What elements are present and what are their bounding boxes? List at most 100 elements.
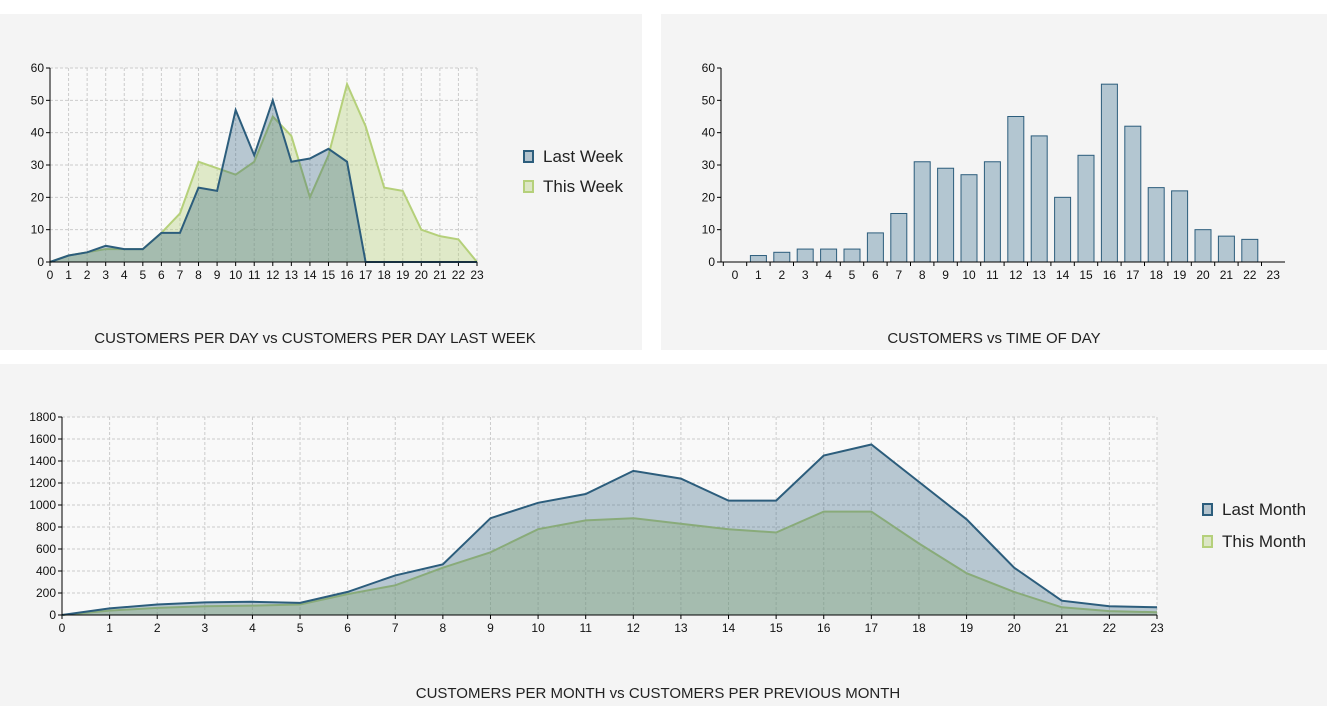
bar [937,167,955,263]
x-tick-label: 7 [392,621,399,635]
y-tick-label: 1200 [29,476,56,490]
legend-swatch [1202,503,1213,516]
x-tick-label: 9 [487,621,494,635]
y-tick-label: 600 [36,542,56,556]
bar [1194,229,1212,263]
y-tick-label: 800 [36,520,56,534]
legend-label: This Week [543,177,623,196]
legend-swatch [1202,535,1213,548]
x-tick-label: 19 [960,621,974,635]
x-tick-label: 13 [1033,268,1047,282]
x-tick-label: 19 [1173,268,1187,282]
x-tick-label: 8 [919,268,926,282]
x-tick-label: 7 [895,268,902,282]
x-tick-label: 10 [531,621,545,635]
y-tick-label: 20 [702,190,716,204]
x-tick-label: 1 [106,621,113,635]
x-tick-label: 13 [674,621,688,635]
x-tick-label: 20 [1196,268,1210,282]
legend-label: This Month [1222,532,1306,551]
x-tick-label: 12 [266,268,280,282]
legend-label: Last Month [1222,500,1306,519]
x-tick-label: 16 [340,268,354,282]
area-fill-this-month [62,511,1157,615]
x-tick-label: 16 [817,621,831,635]
x-tick-label: 16 [1103,268,1117,282]
x-tick-label: 3 [102,268,109,282]
x-tick-label: 6 [872,268,879,282]
bar [773,251,791,263]
x-tick-label: 11 [579,621,592,635]
x-tick-label: 9 [942,268,949,282]
x-tick-label: 3 [802,268,809,282]
bar [820,248,838,263]
x-tick-label: 11 [986,268,999,282]
bar [1007,116,1025,263]
x-tick-label: 0 [732,268,739,282]
x-tick-label: 8 [440,621,447,635]
x-tick-label: 0 [59,621,66,635]
x-tick-label: 9 [214,268,221,282]
bar [890,213,908,263]
y-tick-label: 400 [36,564,56,578]
x-tick-label: 23 [470,268,484,282]
x-tick-label: 18 [377,268,391,282]
x-tick-label: 22 [452,268,466,282]
legend-swatch [523,150,534,163]
x-tick-label: 6 [158,268,165,282]
chart-title-time-of-day: CUSTOMERS vs TIME OF DAY [887,330,1100,347]
bar [960,174,978,263]
chart-title-weekly: CUSTOMERS PER DAY vs CUSTOMERS PER DAY L… [94,330,536,347]
chart-title-monthly: CUSTOMERS PER MONTH vs CUSTOMERS PER PRE… [416,685,901,702]
bar [1030,135,1048,263]
area-fill-this-week [50,84,477,263]
y-tick-label: 1000 [29,498,56,512]
bar [1077,154,1095,263]
y-tick-label: 10 [702,223,716,237]
x-tick-label: 21 [1220,268,1234,282]
x-tick-label: 11 [248,268,261,282]
y-tick-label: 10 [31,223,45,237]
x-tick-label: 15 [1079,268,1093,282]
x-tick-label: 7 [177,268,184,282]
bar [796,248,814,263]
legend-label: Last Week [543,147,624,166]
x-tick-label: 2 [84,268,91,282]
x-tick-label: 6 [344,621,351,635]
bar [843,248,861,263]
series-line-this-month [61,510,1158,616]
x-tick-label: 15 [322,268,336,282]
x-tick-label: 5 [139,268,146,282]
y-tick-label: 60 [702,61,716,75]
x-tick-label: 17 [359,268,373,282]
bar [983,161,1001,263]
y-tick-label: 20 [31,190,45,204]
bar [749,255,767,263]
x-tick-label: 13 [285,268,299,282]
x-tick-label: 3 [201,621,208,635]
plot-background [62,417,1157,615]
x-tick-label: 20 [415,268,429,282]
bar [1241,238,1259,263]
x-tick-label: 1 [755,268,762,282]
x-tick-label: 14 [1056,268,1070,282]
x-tick-label: 21 [433,268,447,282]
x-tick-label: 1 [65,268,72,282]
x-tick-label: 23 [1150,621,1164,635]
bar [1217,235,1235,263]
area-fill-last-week [50,100,477,262]
bar [1124,125,1142,263]
y-tick-label: 40 [702,126,716,140]
x-tick-label: 10 [962,268,976,282]
y-tick-label: 30 [31,158,45,172]
x-tick-label: 0 [47,268,54,282]
bar [1171,190,1189,263]
x-tick-label: 17 [865,621,879,635]
x-tick-label: 17 [1126,268,1140,282]
y-tick-label: 0 [49,608,56,622]
x-tick-label: 18 [1150,268,1164,282]
bar [913,161,931,263]
